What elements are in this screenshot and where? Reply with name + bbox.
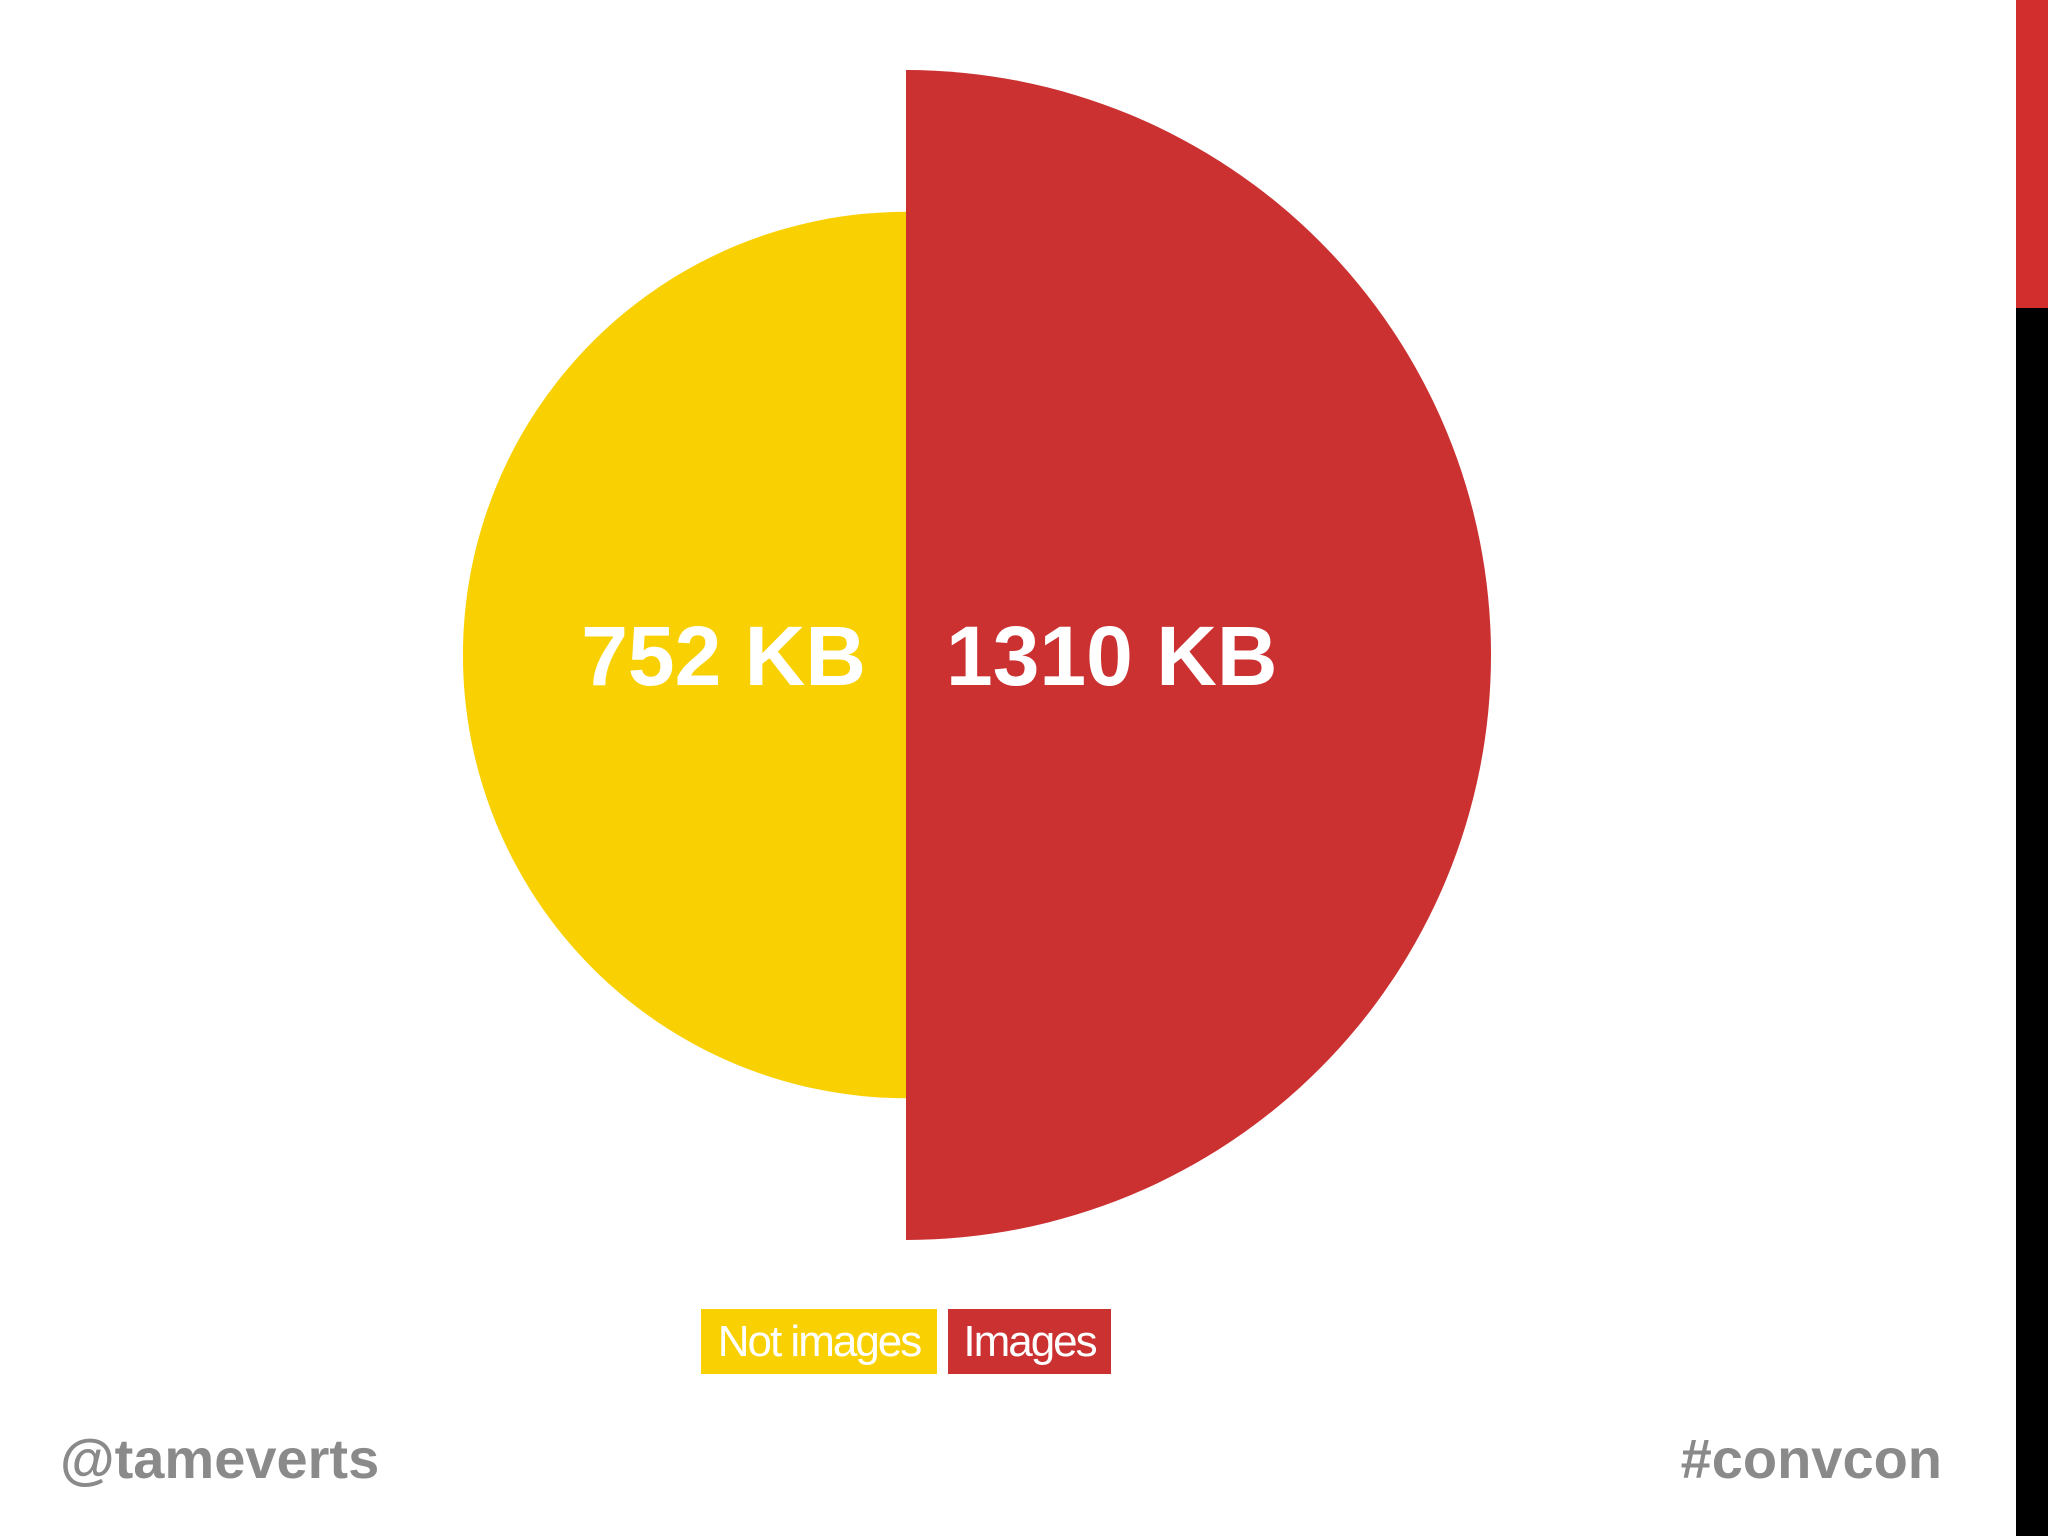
footer-hashtag: #convcon — [1680, 1427, 1942, 1490]
side-bar-accent — [2016, 0, 2048, 308]
footer-twitter-handle: @tameverts — [60, 1427, 380, 1490]
side-bar-dark — [2016, 308, 2048, 1536]
slide-side-bar — [2016, 0, 2048, 1536]
slice-label-not-images: 752 KB — [581, 609, 866, 703]
pie-slice-images — [906, 70, 1491, 1240]
pie-slice-not-images — [462, 211, 906, 1099]
legend-item-not-images: Not images — [701, 1309, 937, 1374]
legend-item-images: Images — [948, 1309, 1111, 1374]
chart-legend: Not images Images — [701, 1309, 1111, 1374]
slice-label-images: 1310 KB — [946, 609, 1278, 703]
